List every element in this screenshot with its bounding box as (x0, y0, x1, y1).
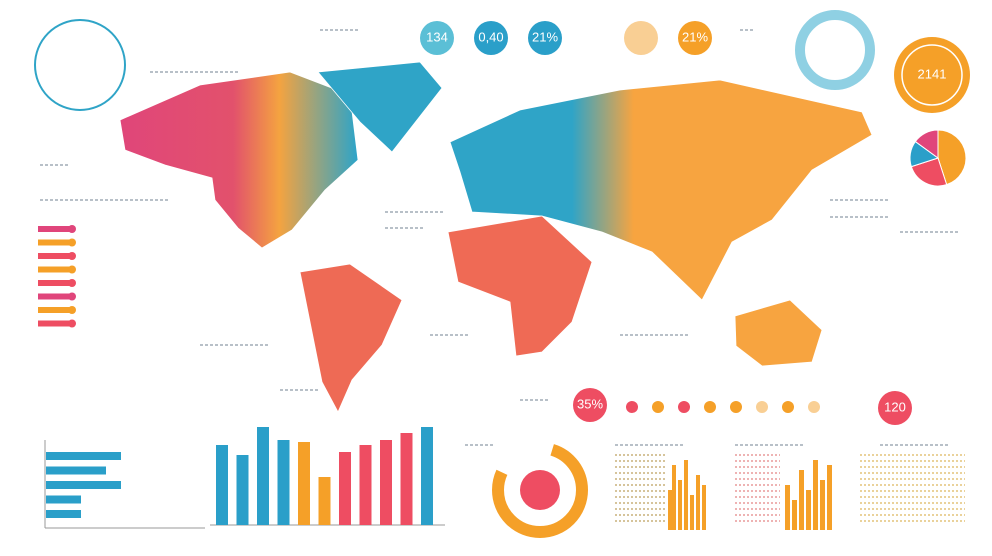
dot (756, 401, 768, 413)
dot (652, 401, 664, 413)
legend-bar (38, 253, 72, 259)
big-badge-label: 2141 (918, 66, 947, 81)
badge (528, 21, 562, 55)
pie-slice (914, 129, 939, 159)
world-map (119, 61, 873, 413)
badge (678, 21, 712, 55)
mini-bar (678, 480, 682, 530)
legend-bar (38, 280, 72, 286)
bar (46, 510, 81, 518)
australia (734, 299, 823, 367)
badge-label: 21% (532, 29, 558, 44)
pie-slice (937, 129, 967, 186)
pie-slice (910, 157, 948, 187)
small-badge-label: 120 (884, 399, 906, 414)
big-badge-ring (901, 44, 963, 106)
dot (808, 401, 820, 413)
ring (34, 19, 126, 111)
mini-bar (820, 480, 825, 530)
ring (492, 442, 588, 538)
legend-dot (68, 306, 76, 314)
north-america (119, 71, 359, 249)
legend-dot (68, 279, 76, 287)
ring (520, 470, 560, 510)
mini-bar (827, 465, 832, 530)
legend-bar (38, 320, 72, 327)
bar (46, 452, 121, 460)
bar (339, 452, 351, 525)
greenland (317, 61, 443, 153)
mini-bar (702, 485, 706, 530)
mini-bar (668, 490, 672, 530)
mini-bar (690, 495, 694, 530)
mini-bar (785, 485, 790, 530)
mini-bar (672, 465, 676, 530)
dot (626, 401, 638, 413)
legend-dot (68, 225, 76, 233)
bar (277, 440, 290, 525)
legend-dot (68, 265, 76, 274)
mini-bar (684, 460, 688, 530)
bar (216, 445, 228, 525)
legend-bar (38, 293, 72, 300)
bar (359, 445, 372, 525)
red-badge (573, 388, 607, 422)
legend-dot (68, 319, 76, 328)
bar (257, 427, 269, 525)
bar (236, 455, 249, 525)
mini-bar (799, 470, 804, 530)
eurasia (449, 79, 873, 301)
big-badge (894, 37, 970, 113)
legend-dot (68, 238, 76, 247)
bar (46, 495, 81, 504)
bar (46, 481, 121, 489)
legend-dot (68, 252, 76, 260)
mini-bar (792, 500, 797, 530)
small-badge (878, 391, 912, 425)
dot (678, 401, 690, 413)
badge-label: 21% (682, 29, 708, 44)
south-america (299, 263, 403, 413)
red-badge-label: 35% (577, 396, 603, 411)
bar (421, 427, 433, 525)
legend-bar (38, 266, 72, 273)
dot (782, 401, 794, 413)
legend-bar (38, 226, 72, 232)
legend-dot (68, 292, 76, 301)
ring (795, 10, 875, 90)
bar (46, 466, 106, 475)
bar (318, 477, 331, 525)
mini-bar (813, 460, 818, 530)
mini-bar (806, 490, 811, 530)
mini-bar (696, 475, 700, 530)
badge (420, 21, 454, 55)
dot (730, 401, 742, 413)
bar (400, 433, 413, 525)
bar (380, 440, 392, 525)
badge-label: 134 (426, 29, 448, 44)
bar (298, 442, 310, 525)
badge-label: 0,40 (478, 29, 503, 44)
badge (624, 21, 658, 55)
legend-bar (38, 239, 72, 246)
badge (474, 21, 508, 55)
legend-bar (38, 307, 72, 313)
dot (704, 401, 716, 413)
africa (447, 215, 593, 357)
